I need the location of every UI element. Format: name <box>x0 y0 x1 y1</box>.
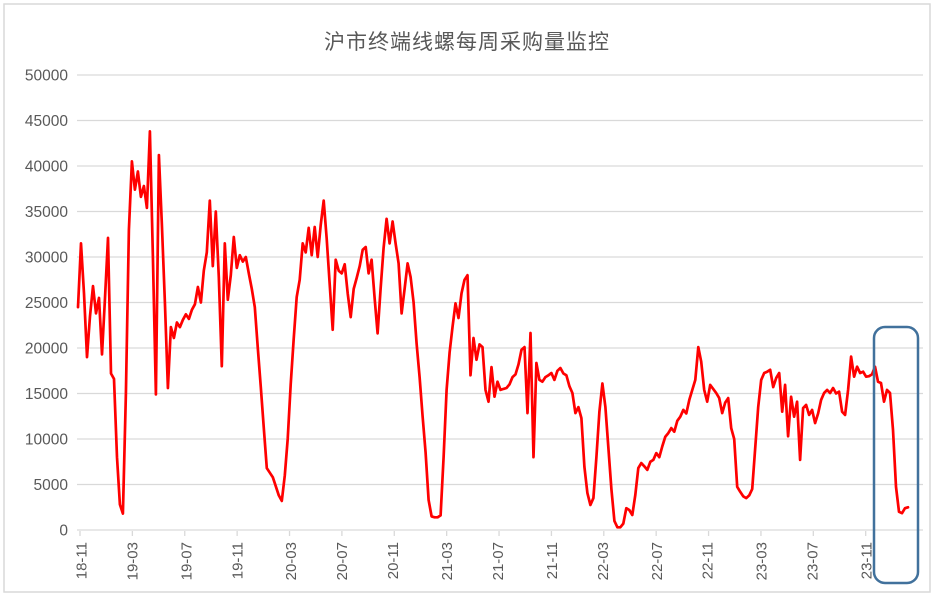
procurement-volume-line <box>76 130 910 529</box>
y-tick-label: 40000 <box>25 159 68 176</box>
gridlines <box>77 74 923 531</box>
x-axis <box>79 531 919 536</box>
x-tick-label: 18-11 <box>73 542 90 579</box>
x-tick-label: 21-11 <box>544 542 561 579</box>
x-tick-label: 23-07 <box>805 542 822 580</box>
x-tick-label: 20-03 <box>283 542 300 580</box>
series-line <box>76 130 910 529</box>
highlight-box <box>872 325 920 585</box>
y-tick-label: 25000 <box>25 295 68 312</box>
x-axis-labels: 18-11 19-03 19-07 19-11 20-03 20-07 20-11 21-03… <box>73 542 875 580</box>
x-tick-label: 23-11 <box>859 542 876 579</box>
x-tick-label: 21-03 <box>439 542 456 580</box>
y-tick-label: 5000 <box>34 477 69 494</box>
chart-title: 沪市终端线螺每周采购量监控 <box>324 31 610 54</box>
x-tick-label: 19-07 <box>178 542 195 580</box>
recent-weeks-highlight-box <box>872 325 920 585</box>
x-tick-label: 22-03 <box>595 542 612 580</box>
y-tick-label: 15000 <box>25 386 68 403</box>
y-axis-labels: 0 5000 10000 15000 20000 25000 30000 35000 40000… <box>25 68 68 540</box>
y-tick-label: 50000 <box>25 68 68 85</box>
x-tick-label: 19-11 <box>229 542 246 579</box>
x-tick-label: 22-11 <box>700 542 717 579</box>
y-tick-label: 10000 <box>25 432 68 449</box>
y-tick-label: 35000 <box>25 204 68 221</box>
x-tick-label: 20-11 <box>385 542 402 579</box>
y-tick-label: 45000 <box>25 113 68 130</box>
x-tick-label: 23-03 <box>754 542 771 580</box>
x-tick-label: 21-07 <box>490 542 507 580</box>
y-tick-label: 0 <box>59 523 68 540</box>
x-tick-label: 20-07 <box>334 542 351 580</box>
y-tick-label: 20000 <box>25 341 68 358</box>
y-tick-label: 30000 <box>25 250 68 267</box>
x-tick-label: 19-03 <box>124 542 141 580</box>
x-tick-label: 22-07 <box>649 542 666 580</box>
